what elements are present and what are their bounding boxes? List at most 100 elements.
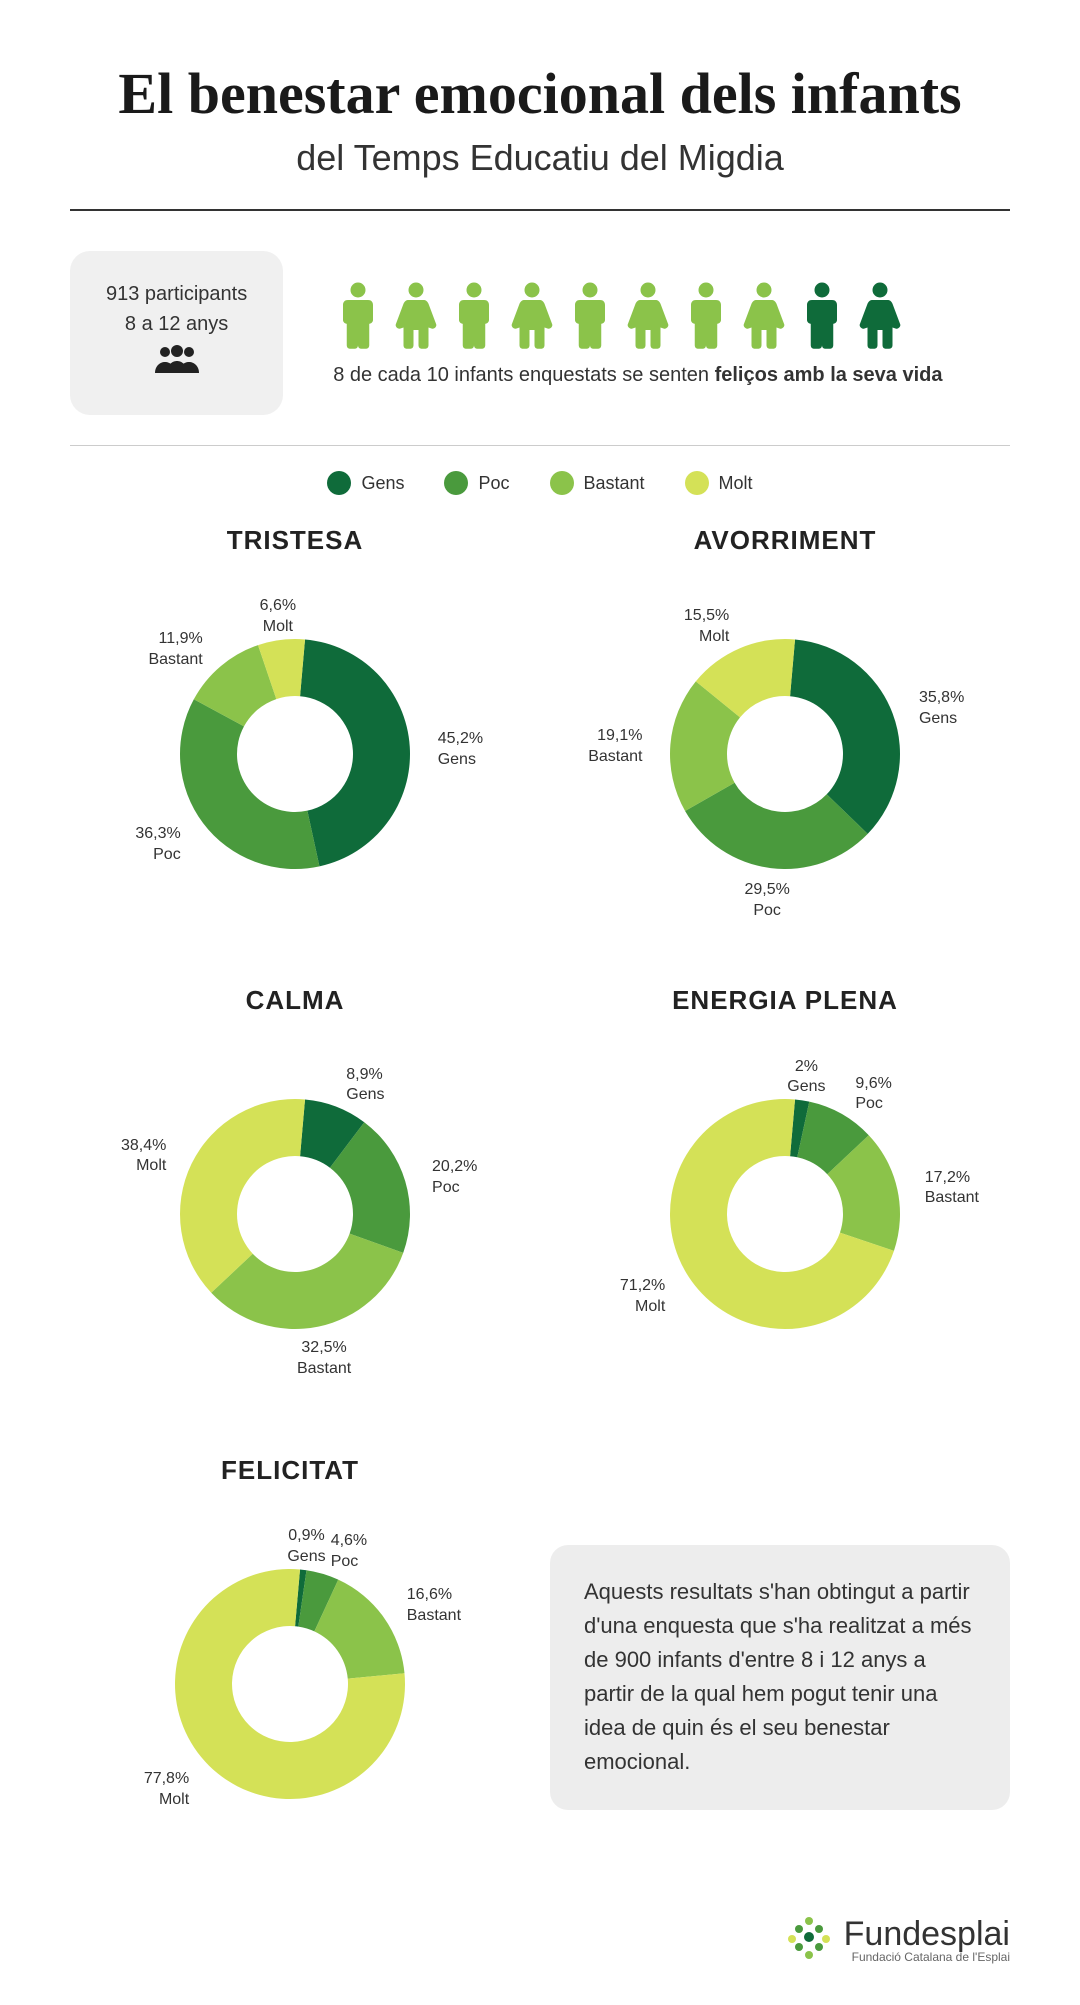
slice-label-molt: 38,4%Molt (121, 1136, 166, 1178)
chart-title: FELICITAT (70, 1455, 510, 1486)
slice-label-bastant: 32,5%Bastant (297, 1338, 351, 1380)
logo-icon (784, 1915, 834, 1965)
slice-label-poc: 4,6%Poc (331, 1531, 367, 1573)
chart-title: TRISTESA (75, 525, 515, 556)
slice-label-bastant: 11,9%Bastant (148, 629, 202, 671)
legend-dot (685, 471, 709, 495)
slice-label-bastant: 17,2%Bastant (925, 1168, 979, 1210)
slice-pct: 20,2% (432, 1157, 477, 1178)
slice-name: Poc (855, 1094, 891, 1115)
slice-label-gens: 35,8%Gens (919, 688, 964, 730)
footer-tagline: Fundació Catalana de l'Esplai (844, 1951, 1010, 1963)
slice-name: Poc (432, 1178, 477, 1199)
slice-pct: 77,8% (144, 1769, 189, 1790)
chart-title: CALMA (75, 985, 515, 1016)
slice-label-molt: 15,5%Molt (684, 606, 729, 648)
donut-wrap: 0,9%Gens 4,6%Poc 16,6%Bastant 77,8%Molt (70, 1504, 510, 1864)
legend-item-gens: Gens (327, 471, 404, 495)
note-box: Aquests resultats s'han obtingut a parti… (550, 1545, 1010, 1810)
footer-brand: Fundesplai (844, 1917, 1010, 1951)
chart-energia plena: ENERGIA PLENA 2%Gens 9,6%Poc 17,2%Bastant 71… (565, 985, 1005, 1405)
slice-label-gens: 2%Gens (787, 1057, 825, 1099)
person-icon (391, 280, 441, 350)
slice-pct: 16,6% (407, 1585, 461, 1606)
chart-felicitat: FELICITAT 0,9%Gens 4,6%Poc 16,6%Bastant 77,8… (70, 1455, 510, 1875)
person-icon (507, 280, 557, 350)
chart-title: AVORRIMENT (565, 525, 1005, 556)
donut-wrap: 35,8%Gens29,5%Poc19,1%Bastant15,5%Molt (565, 574, 1005, 934)
person-icon (797, 280, 847, 350)
slice-poc (180, 699, 319, 869)
slice-label-molt: 6,6%Molt (260, 596, 296, 638)
slice-name: Bastant (407, 1606, 461, 1627)
group-icon (106, 345, 247, 387)
person-icon (333, 280, 383, 350)
charts-grid: TRISTESA45,2%Gens36,3%Poc11,9%Bastant6,6… (70, 525, 1010, 1875)
legend-dot (327, 471, 351, 495)
slice-pct: 35,8% (919, 688, 964, 709)
slice-pct: 0,9% (287, 1526, 325, 1547)
person-icon (565, 280, 615, 350)
slice-gens (790, 639, 900, 833)
person-icon (681, 280, 731, 350)
chart-tristesa: TRISTESA45,2%Gens36,3%Poc11,9%Bastant6,6… (75, 525, 515, 945)
slice-pct: 45,2% (438, 729, 483, 750)
slice-label-poc: 9,6%Poc (855, 1074, 891, 1116)
legend-label: Poc (478, 473, 509, 494)
slice-name: Bastant (588, 747, 642, 768)
slice-label-gens: 45,2%Gens (438, 729, 483, 771)
person-icon (739, 280, 789, 350)
slice-label-molt: 71,2%Molt (620, 1276, 665, 1318)
chart-avorriment: AVORRIMENT35,8%Gens29,5%Poc19,1%Bastant1… (565, 525, 1005, 945)
slice-label-molt: 77,8%Molt (144, 1769, 189, 1811)
slice-name: Gens (346, 1085, 384, 1106)
chart-title: ENERGIA PLENA (565, 985, 1005, 1016)
slice-pct: 17,2% (925, 1168, 979, 1189)
slice-pct: 8,9% (346, 1065, 384, 1086)
slice-label-poc: 29,5%Poc (744, 880, 789, 922)
slice-name: Poc (744, 901, 789, 922)
legend-item-bastant: Bastant (550, 471, 645, 495)
page-subtitle: del Temps Educatiu del Migdia (70, 137, 1010, 179)
donut-wrap: 45,2%Gens36,3%Poc11,9%Bastant6,6%Molt (75, 574, 515, 934)
slice-pct: 15,5% (684, 606, 729, 627)
participants-count: 913 participants (106, 279, 247, 309)
slice-name: Molt (144, 1790, 189, 1811)
slice-name: Gens (919, 709, 964, 730)
slice-gens (300, 639, 410, 866)
slice-name: Bastant (148, 650, 202, 671)
slice-pct: 29,5% (744, 880, 789, 901)
slice-name: Gens (287, 1547, 325, 1568)
slice-name: Bastant (297, 1359, 351, 1380)
people-caption: 8 de cada 10 infants enquestats se sente… (333, 364, 1010, 387)
slice-name: Molt (684, 627, 729, 648)
legend-dot (550, 471, 574, 495)
person-icon (855, 280, 905, 350)
chart-calma: CALMA 8,9%Gens 20,2%Poc 32,5%Bastant 38,4%Mo… (75, 985, 515, 1405)
people-row (333, 280, 1010, 350)
slice-pct: 6,6% (260, 596, 296, 617)
slice-pct: 11,9% (148, 629, 202, 650)
slice-name: Molt (260, 617, 296, 638)
people-col: 8 de cada 10 infants enquestats se sente… (333, 280, 1010, 387)
slice-name: Poc (135, 845, 180, 866)
legend-item-molt: Molt (685, 471, 753, 495)
legend-label: Gens (361, 473, 404, 494)
divider (70, 209, 1010, 211)
legend-label: Bastant (584, 473, 645, 494)
people-caption-prefix: 8 de cada 10 infants enquestats se sente… (333, 364, 714, 386)
slice-name: Gens (787, 1077, 825, 1098)
legend-item-poc: Poc (444, 471, 509, 495)
donut-chart (75, 1034, 515, 1394)
people-caption-bold: feliços amb la seva vida (715, 364, 943, 386)
divider (70, 445, 1010, 446)
footer-logo: Fundesplai Fundació Catalana de l'Esplai (784, 1915, 1010, 1965)
slice-pct: 32,5% (297, 1338, 351, 1359)
slice-label-bastant: 16,6%Bastant (407, 1585, 461, 1627)
slice-pct: 71,2% (620, 1276, 665, 1297)
slice-name: Bastant (925, 1188, 979, 1209)
legend-dot (444, 471, 468, 495)
slice-pct: 4,6% (331, 1531, 367, 1552)
donut-chart (565, 1034, 1005, 1394)
donut-wrap: 8,9%Gens 20,2%Poc 32,5%Bastant 38,4%Molt (75, 1034, 515, 1394)
